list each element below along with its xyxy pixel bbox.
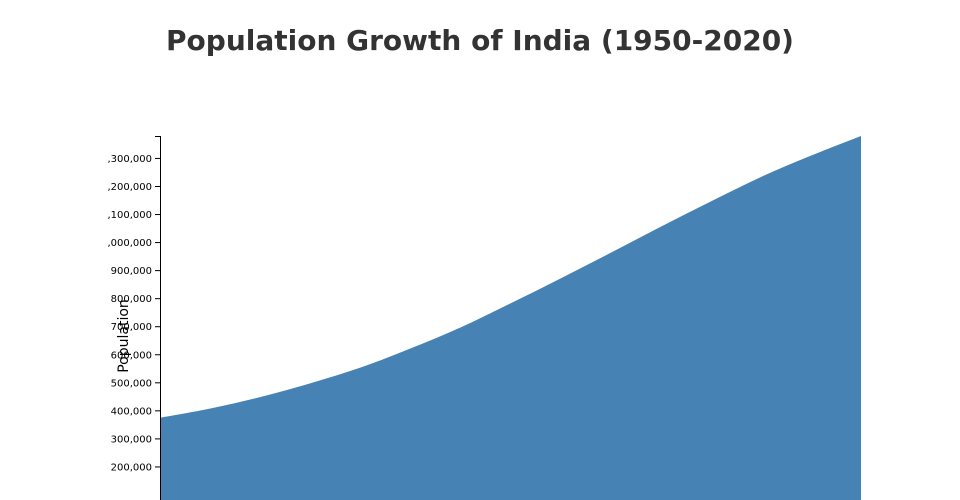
y-tick-label: 900,000	[111, 266, 152, 277]
y-tick-label: ,300,000	[107, 154, 152, 165]
population-area	[161, 136, 861, 500]
y-tick-label: ,100,000	[107, 210, 152, 221]
y-axis: 200,000 300,000 400,000 500,000 600,000 700,0…	[107, 136, 161, 500]
y-tick-label: 400,000	[111, 406, 152, 417]
y-axis-label: Population	[116, 299, 132, 373]
chart-title: Population Growth of India (1950-2020)	[166, 24, 794, 57]
y-tick-label: 300,000	[111, 434, 152, 445]
y-tick-label: ,200,000	[107, 182, 152, 193]
y-tick-label: 800,000	[111, 294, 152, 305]
y-tick-label: 700,000	[111, 322, 152, 333]
y-tick-label: ,000,000	[107, 238, 152, 249]
y-tick-label: 200,000	[111, 462, 152, 473]
area-layer	[161, 136, 861, 500]
y-tick-label: 600,000	[111, 350, 152, 361]
y-tick-label: 500,000	[111, 378, 152, 389]
